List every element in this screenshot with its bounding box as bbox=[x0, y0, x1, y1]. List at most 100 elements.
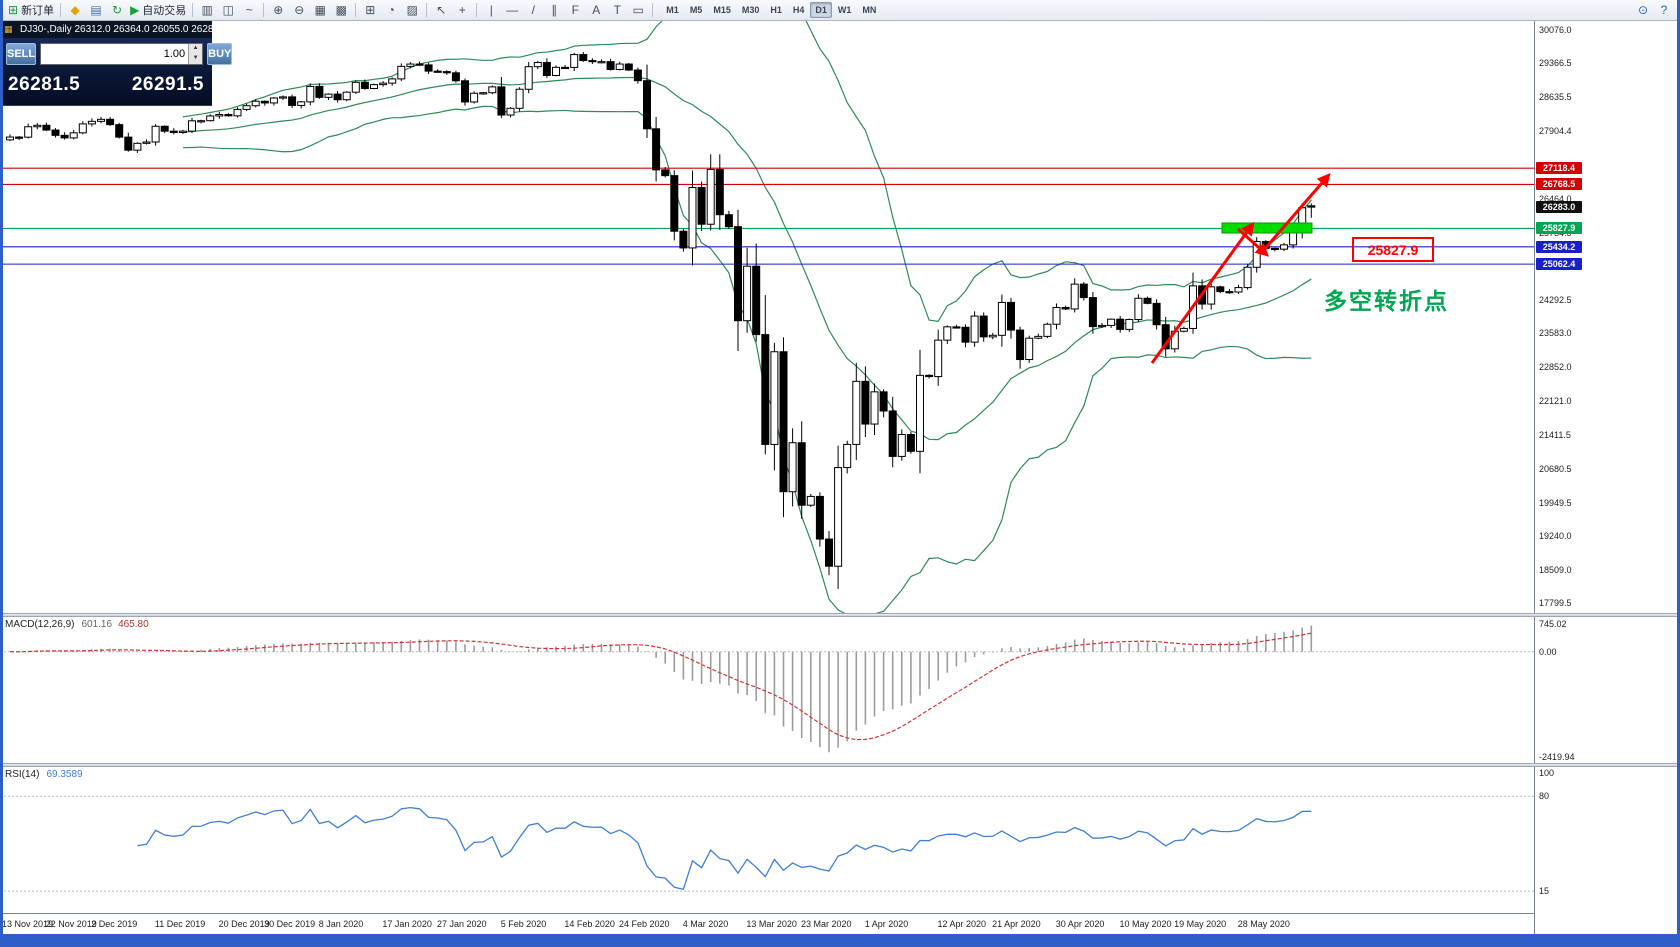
main-chart[interactable]: ▦ DJ30-,Daily 26312.0 26364.0 26055.0 26… bbox=[0, 21, 1534, 613]
line-chart-icon[interactable]: ~ bbox=[245, 3, 253, 17]
window-frame-bottom bbox=[0, 934, 1680, 947]
price-axis-label: 29366.5 bbox=[1539, 58, 1572, 69]
new-chart-icon[interactable]: ⊞ bbox=[365, 3, 376, 17]
rsi-label: RSI(14) 69.3589 bbox=[5, 769, 83, 780]
timeframe-w1[interactable]: W1 bbox=[837, 5, 852, 15]
date-axis-label: 5 Feb 2020 bbox=[500, 919, 547, 929]
date-axis-label: 17 Jan 2020 bbox=[382, 919, 432, 929]
trend-arrow bbox=[1260, 172, 1331, 253]
macd-main-value: 601.16 bbox=[81, 619, 113, 630]
timeframe-m15[interactable]: M15 bbox=[713, 5, 731, 15]
toolbar-separator bbox=[476, 3, 478, 17]
timeframe-m1[interactable]: M1 bbox=[666, 5, 679, 15]
timeframe-toolbar: M1 M5 M15 M30 H1 H4 D1 W1 MN bbox=[661, 2, 881, 18]
timeframe-m30[interactable]: M30 bbox=[741, 5, 760, 15]
favorites-icon[interactable]: ◆ bbox=[70, 3, 80, 17]
timeframe-h1[interactable]: H1 bbox=[770, 5, 782, 15]
chart-caption: ▦ DJ30-,Daily 26312.0 26364.0 26055.0 26… bbox=[0, 21, 227, 38]
volume-input[interactable] bbox=[41, 44, 189, 64]
price-axis-label: 26464.0 bbox=[1539, 193, 1572, 204]
label-icon[interactable]: T bbox=[613, 3, 621, 17]
date-axis-label: 27 Jan 2020 bbox=[437, 919, 487, 929]
highlight-zone bbox=[1221, 222, 1313, 234]
cursor-icon[interactable]: ↖ bbox=[436, 3, 447, 17]
new-order-button[interactable]: ⊞ 新订单 bbox=[8, 3, 55, 17]
rsi-name: RSI(14) bbox=[5, 769, 40, 780]
price-axis-label: 28635.5 bbox=[1539, 92, 1572, 103]
templates-icon[interactable]: ▨ bbox=[406, 3, 418, 17]
price-tag: 25827.9 bbox=[1536, 222, 1582, 235]
date-axis-label: 13 Nov 2019 bbox=[2, 919, 54, 929]
date-axis-label: 4 Mar 2020 bbox=[682, 919, 729, 929]
price-axis-label: 30076.0 bbox=[1539, 25, 1572, 36]
one-click-trading-panel: SELL ▲ ▼ BUY 26281.5 26291.5 bbox=[0, 38, 233, 106]
volume-up-icon[interactable]: ▲ bbox=[189, 44, 203, 54]
date-axis-label: 14 Feb 2020 bbox=[564, 919, 615, 929]
trend-arrow bbox=[1150, 221, 1255, 364]
chart-title: DJ30-,Daily 26312.0 26364.0 26055.0 2628… bbox=[20, 24, 228, 35]
candlestick-chart-icon[interactable]: ◫ bbox=[222, 3, 234, 17]
vertical-line-icon[interactable]: | bbox=[489, 3, 493, 17]
auto-arrange-icon[interactable]: ▩ bbox=[335, 3, 347, 17]
timeframe-m5[interactable]: M5 bbox=[689, 5, 703, 15]
sell-button[interactable]: SELL bbox=[6, 43, 37, 65]
profiles-icon[interactable]: ▤ bbox=[90, 3, 102, 17]
price-axis-label: 23583.0 bbox=[1539, 328, 1572, 339]
toolbar-separator bbox=[60, 3, 62, 17]
date-axis-label: 28 May 2020 bbox=[1237, 919, 1290, 929]
date-axis-label: 19 May 2020 bbox=[1174, 919, 1227, 929]
text-icon[interactable]: A bbox=[592, 3, 601, 17]
macd-panel[interactable]: MACD(12,26,9) 601.16 465.80 bbox=[0, 617, 1534, 763]
help-icon[interactable]: ? bbox=[1660, 3, 1668, 17]
crosshair-icon[interactable]: + bbox=[458, 3, 466, 17]
buy-button[interactable]: BUY bbox=[207, 43, 233, 65]
horizontal-line-icon[interactable]: — bbox=[506, 3, 519, 17]
trendline-icon[interactable]: / bbox=[531, 3, 535, 17]
price-axis-label: 27904.4 bbox=[1539, 126, 1572, 137]
volume-box: ▲ ▼ bbox=[40, 43, 204, 65]
timeframe-d1[interactable]: D1 bbox=[810, 2, 832, 18]
refresh-icon[interactable]: ↻ bbox=[112, 3, 123, 17]
fibonacci-icon[interactable]: F bbox=[571, 3, 579, 17]
rsi-panel[interactable]: RSI(14) 69.3589 bbox=[0, 767, 1534, 913]
bar-chart-icon[interactable]: ▥ bbox=[201, 3, 213, 17]
price-tag: 26768.5 bbox=[1536, 178, 1582, 191]
rsi-value: 69.3589 bbox=[46, 769, 83, 780]
tile-windows-icon[interactable]: ▦ bbox=[314, 3, 326, 17]
timeframe-h4[interactable]: H4 bbox=[792, 5, 805, 15]
chart-cycle-icon[interactable]: ◔ bbox=[387, 3, 395, 17]
shapes-icon[interactable]: ▭ bbox=[632, 3, 644, 17]
panel-splitter[interactable] bbox=[0, 763, 1680, 767]
turning-point-annotation[interactable]: 多空转折点 bbox=[1324, 288, 1449, 314]
timeframe-mn[interactable]: MN bbox=[862, 5, 877, 15]
volume-down-icon[interactable]: ▼ bbox=[189, 54, 203, 64]
date-axis[interactable]: 13 Nov 2019 22 Nov 2019 2 Dec 2019 11 Dec 2… bbox=[0, 913, 1534, 934]
volume-stepper[interactable]: ▲ ▼ bbox=[188, 44, 203, 64]
macd-plot[interactable] bbox=[0, 617, 1534, 763]
date-axis-label: 10 May 2020 bbox=[1119, 919, 1172, 929]
price-axis-label: 24292.5 bbox=[1539, 295, 1572, 306]
chart-icon: ▦ bbox=[4, 24, 13, 34]
toolbar-separator bbox=[192, 3, 194, 17]
zoom-in-icon[interactable]: ⊕ bbox=[273, 3, 284, 17]
price-annotation-box[interactable]: 25827.9 bbox=[1352, 237, 1434, 262]
date-axis-label: 21 Apr 2020 bbox=[992, 919, 1041, 929]
channel-icon[interactable]: ∥ bbox=[551, 3, 558, 17]
date-axis-label: 20 Dec 2019 bbox=[218, 919, 270, 929]
date-axis-label: 12 Apr 2020 bbox=[937, 919, 987, 929]
toolbar-separator bbox=[355, 3, 357, 17]
macd-label: MACD(12,26,9) 601.16 465.80 bbox=[5, 619, 149, 630]
panel-splitter[interactable] bbox=[0, 613, 1680, 617]
zoom-out-icon[interactable]: ⊖ bbox=[294, 3, 305, 17]
rsi-axis-label: 80 bbox=[1539, 791, 1550, 802]
search-icon[interactable]: ⊙ bbox=[1637, 3, 1649, 17]
date-axis-label: 2 Dec 2019 bbox=[91, 919, 138, 929]
candlestick-chart[interactable] bbox=[0, 21, 1534, 613]
price-axis[interactable]: 30076.029366.528635.527904.427173.426464… bbox=[1534, 21, 1680, 934]
price-axis-label: 20680.5 bbox=[1539, 463, 1572, 474]
price-axis-label: 22852.0 bbox=[1539, 362, 1572, 373]
autotrading-button[interactable]: ▶ 自动交易 bbox=[130, 3, 187, 17]
price-axis-label: 19240.0 bbox=[1539, 530, 1572, 541]
date-axis-label: 8 Jan 2020 bbox=[318, 919, 364, 929]
rsi-plot[interactable] bbox=[0, 767, 1534, 913]
